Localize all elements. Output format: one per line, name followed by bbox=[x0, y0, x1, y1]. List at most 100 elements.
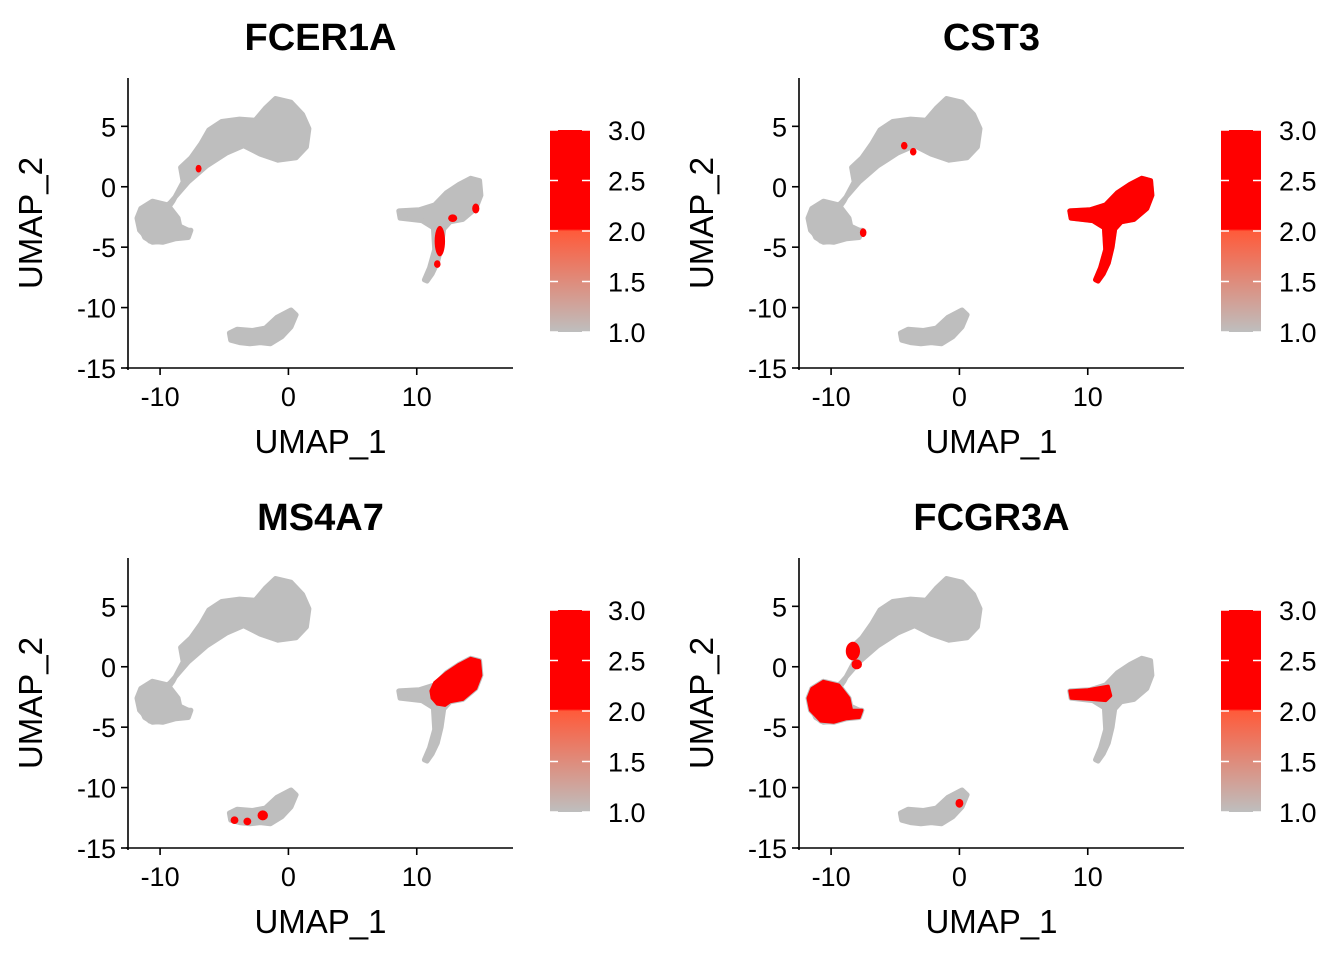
legend-tick-label: 2.0 bbox=[1279, 217, 1317, 247]
expression-points bbox=[230, 656, 483, 826]
chart-panel-fcer1a: FCER1A -10 0 10 5 0 -5 -10 -15 UMAP_1 UMAP_2 3.0 2.5… bbox=[12, 17, 646, 460]
chart-panel-cst3: CST3 -10 0 10 5 0 -5 -10 -15 UMAP_1 UMAP_2 3.0 2.5 2.… bbox=[683, 17, 1317, 460]
chart-title: FCER1A bbox=[244, 17, 396, 59]
y-tick-label: -10 bbox=[748, 774, 787, 804]
y-tick-label: 5 bbox=[772, 592, 787, 622]
x-axis-label: UMAP_1 bbox=[254, 903, 386, 940]
x-axis-label: UMAP_1 bbox=[254, 423, 386, 460]
legend-tick-label: 3.0 bbox=[608, 596, 646, 626]
expression-spot-1 bbox=[257, 810, 268, 821]
y-tick-label: 5 bbox=[101, 592, 116, 622]
legend-tick-label: 1.0 bbox=[608, 318, 646, 348]
legend-tick-label: 1.0 bbox=[608, 798, 646, 828]
legend-tick-label: 1.5 bbox=[1279, 268, 1317, 298]
y-tick-label: -15 bbox=[77, 834, 116, 864]
y-tick-label: -5 bbox=[763, 233, 787, 263]
cell-clusters bbox=[134, 96, 484, 347]
y-tick-label: 0 bbox=[772, 653, 787, 683]
y-axis-label: UMAP_2 bbox=[683, 157, 720, 289]
y-axis-label: UMAP_2 bbox=[12, 157, 49, 289]
cluster-nk bbox=[134, 198, 194, 245]
expression-region-monocyte-0 bbox=[429, 656, 483, 707]
legend-tick-label: 1.5 bbox=[1279, 748, 1317, 778]
legend-tick-label: 2.0 bbox=[608, 697, 646, 727]
legend-tick-label: 2.5 bbox=[608, 167, 646, 197]
x-axis-label: UMAP_1 bbox=[925, 423, 1057, 460]
expression-region-monocyte-1 bbox=[1068, 684, 1113, 703]
expression-spot-2 bbox=[230, 816, 239, 825]
x-tick-label: -10 bbox=[141, 862, 180, 892]
cluster-monocyte bbox=[1067, 655, 1155, 764]
legend-tick-label: 1.0 bbox=[1279, 798, 1317, 828]
legend-tick-label: 2.5 bbox=[1279, 167, 1317, 197]
legend-tick-label: 1.0 bbox=[1279, 318, 1317, 348]
legend-tick-label: 2.5 bbox=[608, 647, 646, 677]
legend-tick-label: 2.5 bbox=[1279, 647, 1317, 677]
expression-points bbox=[195, 164, 480, 268]
y-tick-label: 0 bbox=[101, 653, 116, 683]
cluster-bcell bbox=[226, 307, 299, 347]
x-tick-label: 0 bbox=[281, 862, 296, 892]
y-tick-label: 5 bbox=[772, 112, 787, 142]
cluster-bcell bbox=[897, 307, 970, 347]
y-tick-label: -10 bbox=[77, 774, 116, 804]
x-tick-label: 10 bbox=[402, 862, 432, 892]
y-tick-label: -5 bbox=[763, 713, 787, 743]
y-tick-label: 5 bbox=[101, 112, 116, 142]
x-tick-label: 10 bbox=[1073, 382, 1103, 412]
cluster-bcell bbox=[897, 787, 970, 827]
cluster-nk bbox=[805, 198, 865, 245]
chart-title: FCGR3A bbox=[913, 497, 1069, 539]
cluster-bcell bbox=[226, 787, 299, 827]
legend-tick-label: 3.0 bbox=[1279, 116, 1317, 146]
expression-points bbox=[806, 641, 1113, 808]
color-legend: 3.0 2.5 2.0 1.5 1.0 bbox=[550, 116, 646, 348]
legend-tick-label: 3.0 bbox=[608, 116, 646, 146]
y-tick-label: -15 bbox=[77, 354, 116, 384]
expression-spot-2 bbox=[845, 641, 861, 661]
expression-spot-2 bbox=[472, 203, 480, 214]
x-tick-label: -10 bbox=[141, 382, 180, 412]
expression-spot-3 bbox=[851, 659, 862, 670]
expression-region-monocyte-0 bbox=[1067, 175, 1155, 284]
color-legend: 3.0 2.5 2.0 1.5 1.0 bbox=[550, 596, 646, 828]
color-legend: 3.0 2.5 2.0 1.5 1.0 bbox=[1221, 116, 1317, 348]
legend-tick-label: 2.0 bbox=[1279, 697, 1317, 727]
color-legend: 3.0 2.5 2.0 1.5 1.0 bbox=[1221, 596, 1317, 828]
legend-tick-label: 1.5 bbox=[608, 748, 646, 778]
y-tick-label: -10 bbox=[77, 294, 116, 324]
cluster-nk bbox=[134, 678, 194, 725]
legend-tick-label: 2.0 bbox=[608, 217, 646, 247]
chart-panel-ms4a7: MS4A7 -10 0 10 5 0 -5 -10 -15 UMAP_1 UMAP_2 3.0 2.5 2… bbox=[12, 497, 646, 940]
y-tick-label: 0 bbox=[772, 173, 787, 203]
expression-spot-3 bbox=[859, 228, 867, 238]
y-tick-label: -15 bbox=[748, 834, 787, 864]
legend-tick-label: 3.0 bbox=[1279, 596, 1317, 626]
chart-title: MS4A7 bbox=[257, 497, 384, 539]
y-tick-label: -15 bbox=[748, 354, 787, 384]
x-tick-label: 10 bbox=[402, 382, 432, 412]
x-axis-label: UMAP_1 bbox=[925, 903, 1057, 940]
expression-points bbox=[859, 141, 1155, 284]
expression-spot-0 bbox=[434, 225, 446, 257]
x-tick-label: -10 bbox=[812, 382, 851, 412]
chart-title: CST3 bbox=[943, 17, 1040, 59]
x-tick-label: 0 bbox=[281, 382, 296, 412]
cell-clusters bbox=[134, 576, 484, 827]
expression-spot-3 bbox=[243, 817, 252, 826]
x-tick-label: 0 bbox=[952, 862, 967, 892]
chart-panel-fcgr3a: FCGR3A -10 0 10 5 0 -5 -10 -15 UMAP_1 UMAP_2 3.0 2.5… bbox=[683, 497, 1317, 940]
y-axis-label: UMAP_2 bbox=[683, 637, 720, 769]
x-tick-label: 0 bbox=[952, 382, 967, 412]
legend-tick-label: 1.5 bbox=[608, 268, 646, 298]
y-tick-label: -5 bbox=[92, 713, 116, 743]
expression-spot-4 bbox=[955, 798, 964, 808]
expression-spot-3 bbox=[434, 260, 441, 268]
y-tick-label: -10 bbox=[748, 294, 787, 324]
expression-spot-2 bbox=[909, 147, 917, 156]
y-tick-label: 0 bbox=[101, 173, 116, 203]
x-tick-label: 10 bbox=[1073, 862, 1103, 892]
y-tick-label: -5 bbox=[92, 233, 116, 263]
x-tick-label: -10 bbox=[812, 862, 851, 892]
